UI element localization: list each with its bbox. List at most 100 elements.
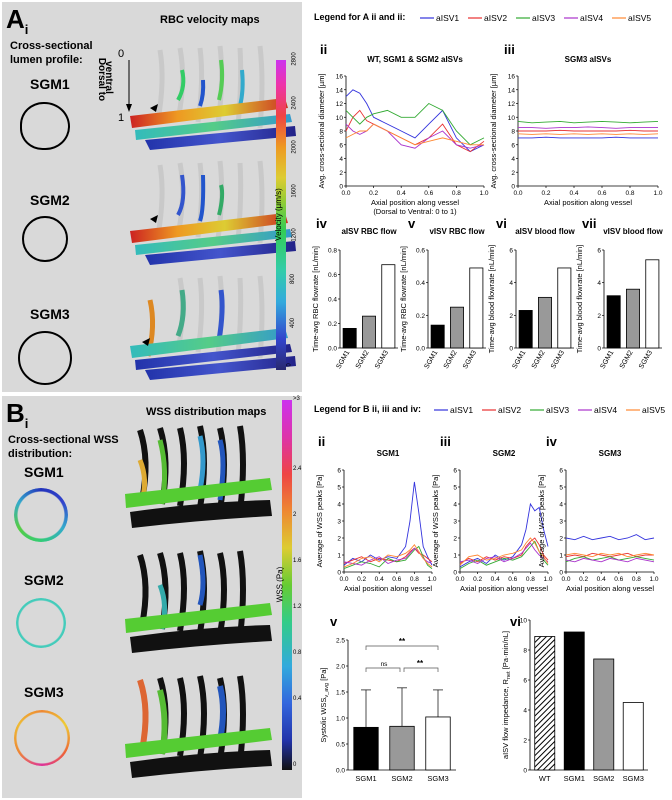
wss-sgm3-profile bbox=[14, 710, 70, 766]
x-category-label: SGM1 bbox=[355, 774, 376, 783]
y-tick-label: 0 bbox=[337, 570, 341, 577]
y-axis-label: Systolic WSSv_avg [Pa] bbox=[319, 667, 330, 742]
wss-sgm2-profile bbox=[16, 598, 66, 648]
y-tick-label: 1.0 bbox=[336, 716, 345, 723]
x-category-label: SGM2 bbox=[355, 349, 371, 370]
series-line-aISV1 bbox=[343, 481, 433, 566]
axis-arrow bbox=[126, 60, 132, 112]
chart-Aiv: iv aISV RBC flow 0.0 0.2 0.4 0.6 0.8 Time-avg R… bbox=[311, 216, 398, 370]
sig-bracket bbox=[403, 667, 439, 672]
x-tick-label: 0.2 bbox=[579, 576, 588, 583]
x-axis-label: Axial position along vessel bbox=[371, 198, 459, 207]
legend-a-entries: aISV1 aISV2 aISV3 aISV4 aISV5 bbox=[420, 13, 651, 23]
y-tick-label: 10 bbox=[336, 115, 344, 122]
x-category-label: SGM3 bbox=[374, 349, 390, 370]
y-tick-label: 12 bbox=[336, 101, 344, 108]
sgm2-lumen-profile bbox=[22, 216, 68, 262]
x-tick-label: 1.0 bbox=[543, 576, 552, 583]
wss-map-sgm3 bbox=[125, 675, 272, 778]
chart-title: SGM1 bbox=[377, 449, 400, 458]
x-tick-label: 0.2 bbox=[357, 576, 366, 583]
bar-SGM1 bbox=[430, 324, 445, 349]
rbc-velocity-maps bbox=[130, 45, 296, 380]
sgm2-label: SGM2 bbox=[30, 192, 70, 208]
y-tick-label: 2.0 bbox=[336, 664, 345, 671]
series-line-aISV4 bbox=[345, 123, 485, 149]
x-tick-label: 0.8 bbox=[632, 576, 641, 583]
x-category-label: SGM1 bbox=[511, 349, 527, 370]
series-line-aISV3 bbox=[343, 545, 433, 570]
wss-colorbar-ticks: >3 2.4 2 1.6 1.2 0.8 0.4 0 bbox=[293, 396, 303, 774]
chart-Aiii: iii SGM3 aISVs 0 2 4 6 8 10 12 14 16 Avg. cross-sec… bbox=[489, 42, 663, 207]
wss-title-1: Cross-sectional WSS bbox=[8, 434, 119, 446]
y-tick-label: 14 bbox=[336, 87, 344, 94]
bar-SGM1 bbox=[563, 631, 585, 771]
wss-tick: 0 bbox=[293, 762, 297, 768]
x-tick-label: 0.6 bbox=[597, 190, 606, 197]
y-axis-label: Average of WSS peaks [Pa] bbox=[431, 475, 440, 568]
y-tick-label: 8 bbox=[511, 129, 515, 136]
y-tick-label: 4 bbox=[523, 708, 527, 715]
series-line-aISV2 bbox=[518, 129, 658, 132]
x-category-label: SGM2 bbox=[531, 349, 547, 370]
legend-label: aISV2 bbox=[498, 405, 521, 415]
bar-SGM2 bbox=[626, 288, 640, 349]
bar-SGM3 bbox=[557, 267, 572, 349]
x-axis-label-2: (Dorsal to Ventral: 0 to 1) bbox=[373, 207, 457, 216]
x-tick-label: 0.6 bbox=[614, 576, 623, 583]
y-tick-label: 6 bbox=[511, 142, 515, 149]
chart-Bvi: vi 0 2 4 6 8 10 aISV flow impedance, Rnet [Pa·m… bbox=[501, 614, 648, 783]
bar-SGM3 bbox=[645, 259, 660, 349]
y-tick-label: 3 bbox=[453, 519, 457, 526]
y-tick-label: 0.5 bbox=[336, 742, 345, 749]
x-tick-label: 0.0 bbox=[455, 576, 464, 583]
y-tick-label: 3 bbox=[559, 519, 563, 526]
bar-SGM1 bbox=[518, 310, 533, 349]
panel-numeral: iii bbox=[504, 42, 515, 57]
panel-numeral: ii bbox=[320, 42, 327, 57]
y-tick-label: 4 bbox=[559, 502, 563, 509]
bar-SGM3 bbox=[469, 267, 484, 349]
x-tick-label: 0.6 bbox=[508, 576, 517, 583]
y-tick-label: 6 bbox=[597, 248, 601, 255]
wss-distribution-maps bbox=[125, 425, 272, 778]
wss-sgm1-label: SGM1 bbox=[24, 464, 64, 480]
x-tick-label: 0.4 bbox=[491, 576, 500, 583]
sig-label: ns bbox=[381, 661, 389, 668]
legend-label: aISV3 bbox=[546, 405, 569, 415]
y-tick-label: 0.4 bbox=[416, 280, 425, 287]
chart-Av: v vISV RBC flow 0.0 0.2 0.4 0.6 Time-avg RBC f… bbox=[399, 216, 486, 370]
series-line-aISV3 bbox=[565, 556, 655, 563]
velocity-map-sgm3 bbox=[130, 275, 296, 380]
series-line-aISV3 bbox=[345, 102, 485, 146]
y-axis-label: Time-avg RBC flowrate [nL/min] bbox=[399, 246, 408, 352]
panel-numeral: iv bbox=[546, 434, 558, 449]
y-tick-label: 4 bbox=[453, 502, 457, 509]
chart-Biii: iii SGM2 0 1 2 3 4 5 6 Average of WSS peaks [Pa] 0… bbox=[431, 434, 553, 593]
y-tick-label: 16 bbox=[508, 74, 516, 81]
x-category-label: SGM1 bbox=[599, 349, 615, 370]
wss-sgm3-label: SGM3 bbox=[24, 684, 64, 700]
sig-bracket bbox=[365, 667, 401, 672]
y-tick-label: 0 bbox=[511, 184, 515, 191]
y-tick-label: 1 bbox=[453, 553, 457, 560]
legend-a-title: Legend for A ii and ii: bbox=[314, 12, 406, 22]
y-tick-label: 4 bbox=[597, 280, 601, 287]
bar-SGM1 bbox=[342, 327, 357, 349]
legend-label: aISV4 bbox=[594, 405, 617, 415]
chart-title: aISV blood flow bbox=[515, 227, 575, 236]
wss-tick: 1.2 bbox=[293, 604, 302, 610]
legend-label: aISV3 bbox=[532, 13, 555, 23]
legend-a: Legend for A ii and ii: bbox=[314, 12, 670, 28]
legend-label: aISV1 bbox=[450, 405, 473, 415]
x-category-label: SGM2 bbox=[443, 349, 459, 370]
panel-numeral: v bbox=[330, 614, 338, 629]
y-tick-label: 4 bbox=[337, 502, 341, 509]
x-axis-label: Axial position along vessel bbox=[544, 198, 632, 207]
chart-Bii: ii SGM1 0 1 2 3 4 5 6 Average of WSS peaks [Pa] 0.… bbox=[315, 434, 437, 593]
x-category-label: SGM3 bbox=[427, 774, 448, 783]
y-tick-label: 0 bbox=[453, 570, 457, 577]
legend-b-title: Legend for B ii, iii and iv: bbox=[314, 404, 422, 414]
x-category-label: SGM3 bbox=[462, 349, 478, 370]
series-line-aISV4 bbox=[459, 542, 549, 564]
